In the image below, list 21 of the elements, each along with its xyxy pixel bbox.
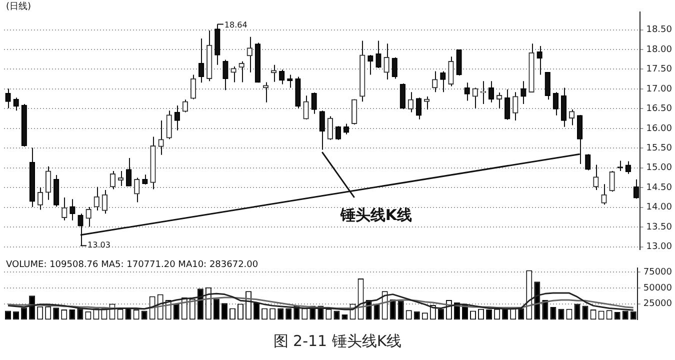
y-tick-label: 18.50 <box>646 25 672 36</box>
y-tick-label: 13.50 <box>646 222 672 232</box>
y-tick-label: 75000 <box>643 268 672 278</box>
y-tick-label: 17.50 <box>646 64 672 75</box>
chart-title: VOLUME: 109508.76 MA5: 170771.20 MA10: 283672.00 <box>6 260 258 270</box>
annotation: 18.64 <box>224 20 248 30</box>
y-tick-label: 15.50 <box>646 144 672 154</box>
annotation: 13.03 <box>88 240 110 250</box>
y-tick-label: 13.00 <box>646 242 672 252</box>
y-tick-label: 16.50 <box>646 104 672 114</box>
chart-title: (日线) <box>6 0 32 12</box>
y-tick-label: 17.00 <box>646 84 672 94</box>
y-tick-label: 18.00 <box>646 44 672 55</box>
y-tick-label: 50000 <box>643 283 672 294</box>
y-tick-label: 14.00 <box>646 202 672 213</box>
y-tick-label: 14.50 <box>646 182 672 193</box>
caption: 图 2-11 锤头线K线 <box>272 332 403 351</box>
y-tick-label: 25000 <box>643 299 672 310</box>
annotation: 锤头线K线 <box>339 206 412 224</box>
y-tick-label: 15.00 <box>646 163 672 174</box>
y-tick-label: 16.00 <box>646 124 672 134</box>
